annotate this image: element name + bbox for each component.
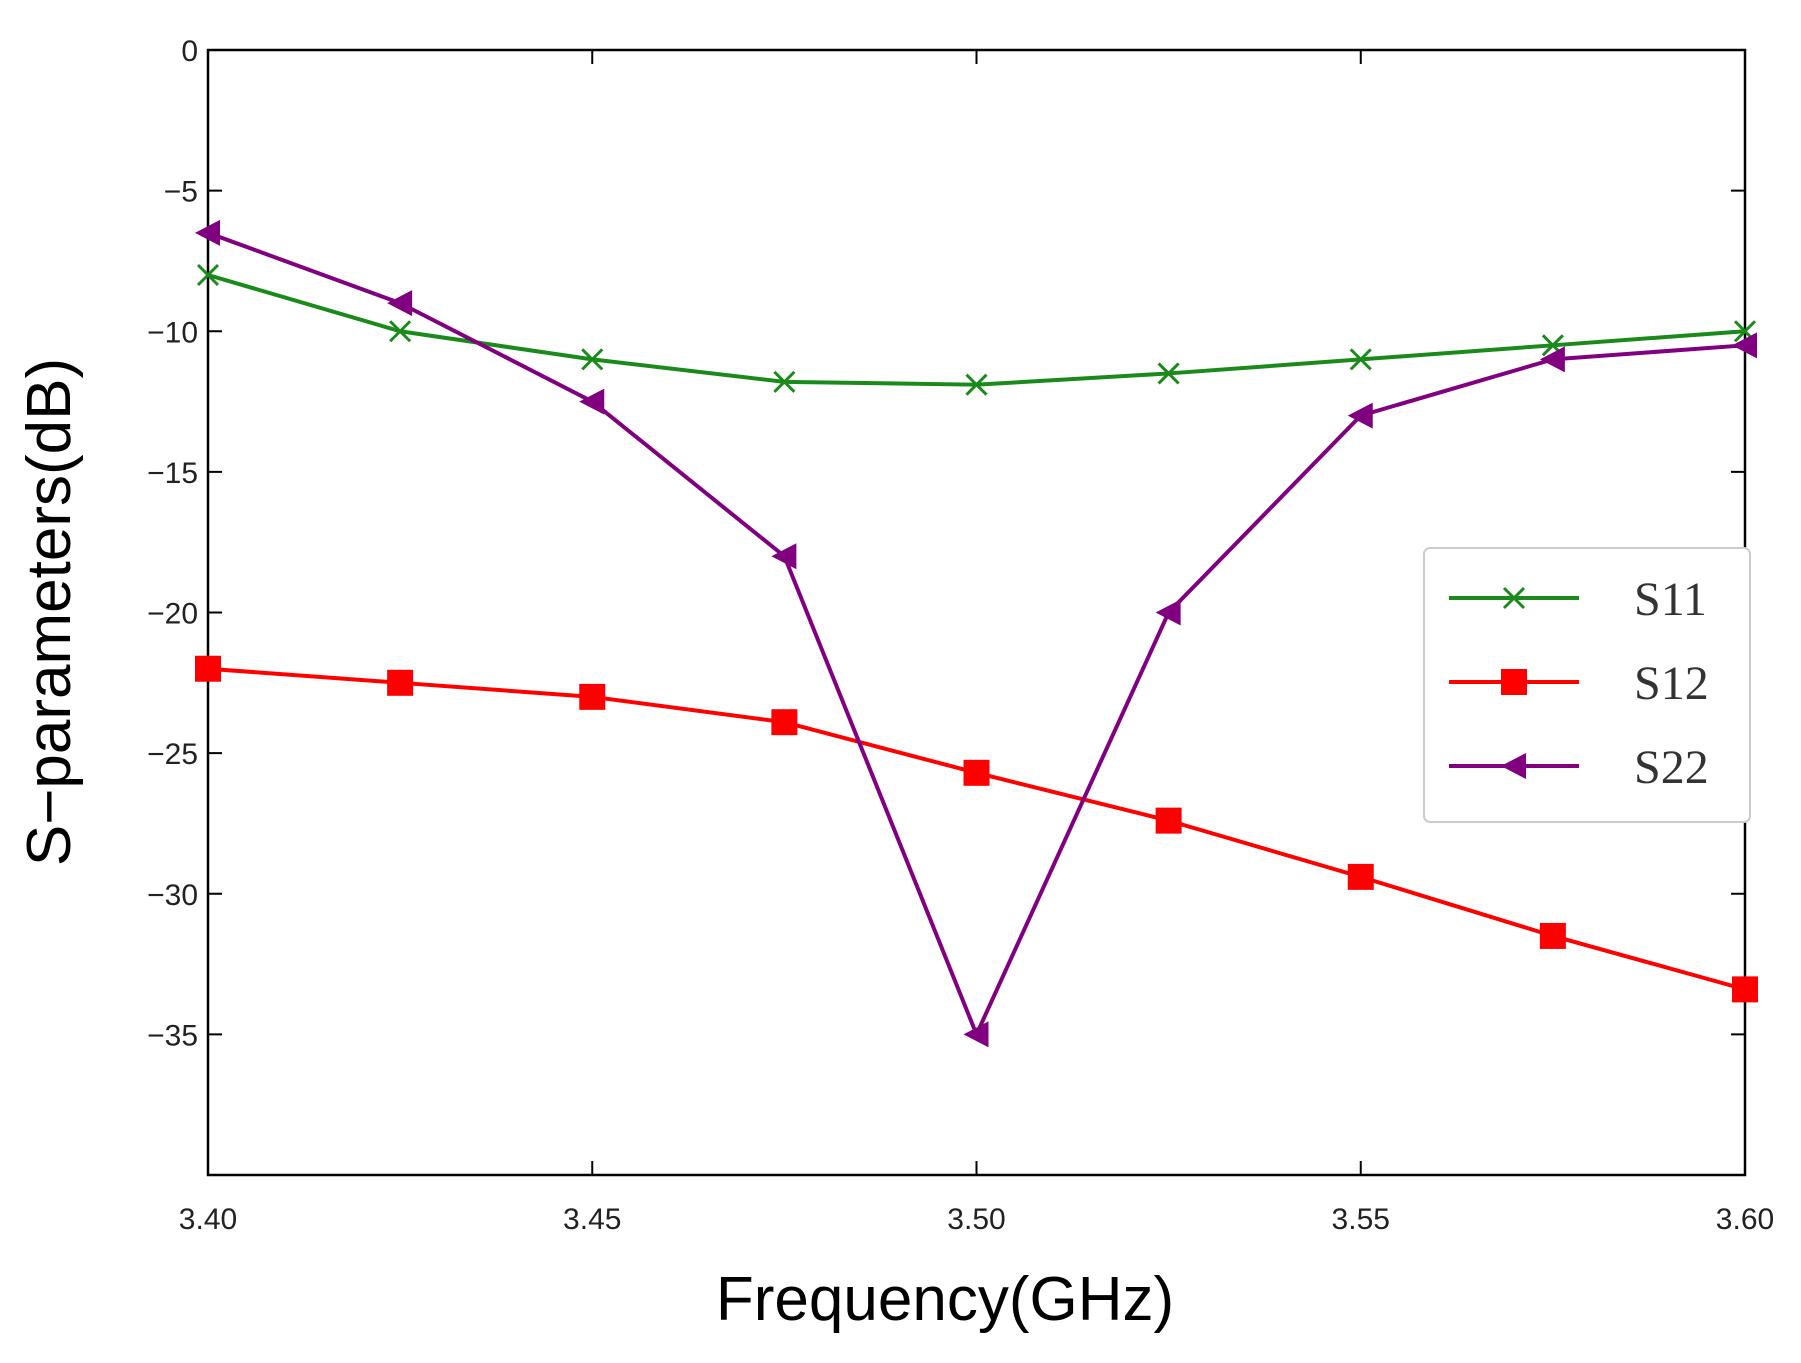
data-point-s12	[1732, 976, 1758, 1003]
legend-item-s11: S11	[1449, 573, 1707, 626]
x-tick-label: 3.60	[1716, 1203, 1774, 1236]
y-tick-label: −35	[147, 1019, 198, 1052]
series-s22	[195, 219, 1757, 1048]
y-tick-label: −5	[164, 176, 198, 209]
data-point-s22	[387, 290, 413, 317]
series-s12	[195, 655, 1758, 1003]
y-tick-label: −25	[147, 738, 198, 771]
legend-label: S11	[1634, 573, 1707, 626]
y-tick-label: −15	[147, 457, 198, 490]
data-point-s11	[965, 373, 988, 396]
data-point-s12	[579, 683, 606, 710]
data-point-s12	[387, 669, 414, 696]
data-point-s22	[195, 219, 220, 246]
x-tick-label: 3.45	[563, 1203, 621, 1236]
data-point-s12	[1347, 863, 1374, 890]
legend-marker	[1502, 586, 1526, 610]
data-point-s12	[1155, 807, 1182, 834]
data-point-s12	[195, 655, 221, 682]
y-tick-label: −10	[147, 316, 198, 349]
data-point-s22	[1347, 402, 1373, 429]
data-point-s12	[771, 709, 798, 736]
x-tick-label: 3.50	[947, 1203, 1005, 1236]
legend-item-s22: S22	[1449, 741, 1709, 794]
data-point-s11	[1157, 362, 1180, 385]
series-s11	[196, 263, 1757, 396]
axis-ticks: 3.40 3.45 3.50 3.55 3.60 0 −5 −10 −15 −20 −25 −30 −3…	[147, 35, 1774, 1236]
data-point-s11	[196, 263, 220, 287]
data-point-s11	[581, 348, 604, 371]
y-axis-title: S−parameters(dB)	[15, 358, 84, 866]
legend-label: S12	[1634, 657, 1709, 710]
legend-marker	[1501, 669, 1527, 695]
data-point-s11	[773, 370, 796, 393]
y-tick-label: 0	[181, 35, 198, 68]
legend: S11 S12 S22	[1423, 547, 1751, 823]
data-point-s22	[963, 1021, 989, 1048]
y-tick-label: −30	[147, 879, 198, 912]
legend-label: S22	[1634, 741, 1709, 794]
data-point-s11	[1349, 348, 1372, 371]
data-point-s11	[389, 320, 412, 343]
data-point-s12	[1539, 922, 1566, 949]
data-point-s22	[771, 543, 797, 570]
x-axis-title: Frequency(GHz)	[716, 1265, 1174, 1334]
legend-box	[1423, 547, 1751, 823]
data-point-s22	[1732, 332, 1757, 359]
legend-marker	[1501, 753, 1526, 779]
series-layer	[195, 219, 1758, 1048]
x-tick-label: 3.40	[179, 1203, 237, 1236]
y-tick-label: −20	[147, 598, 198, 631]
x-tick-label: 3.55	[1332, 1203, 1390, 1236]
data-point-s22	[1155, 599, 1181, 626]
data-point-s12	[963, 759, 990, 786]
data-point-s22	[1539, 346, 1565, 373]
legend-item-s12: S12	[1449, 657, 1709, 710]
data-point-s22	[579, 388, 605, 415]
